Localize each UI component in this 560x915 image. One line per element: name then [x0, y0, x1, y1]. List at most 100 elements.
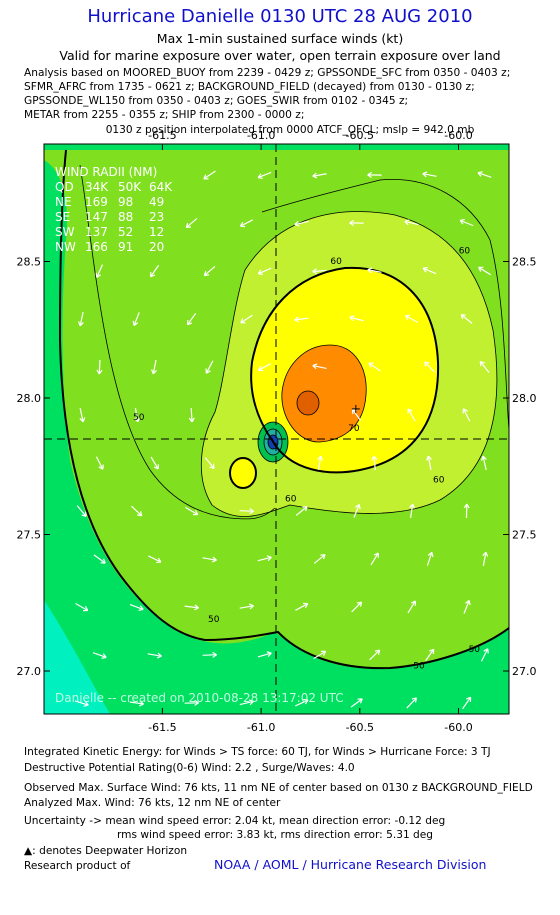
wind-arrow	[75, 603, 89, 612]
wind-arrow	[203, 170, 216, 180]
wind-arrow	[313, 650, 327, 660]
platform-triangle-icon: ▲	[24, 845, 33, 857]
wind-radii-cell: 49	[149, 195, 164, 209]
observed-max-line: Observed Max. Surface Wind: 76 kts, 11 n…	[24, 782, 533, 794]
wind-radii-cell: 64K	[149, 180, 173, 194]
wind-arrow	[479, 360, 490, 373]
wind-arrow	[313, 553, 326, 564]
wind-arrow	[202, 556, 217, 563]
wind-radii-cell: 52	[118, 225, 133, 239]
wind-arrow	[424, 361, 435, 373]
contour-label: 60	[433, 476, 445, 486]
wind-arrow	[295, 602, 309, 611]
wind-arrow	[150, 456, 159, 470]
y-tick-label-left: 27.0	[17, 665, 42, 678]
x-axis-ticks: -61.5 -61.5 -61.0 -61.0 -60.5 -60.5 -60.0 -60.0	[148, 129, 473, 734]
contour-label: 50	[469, 645, 481, 655]
x-tick-label-top: -61.0	[247, 129, 275, 142]
wind-radii-cell: NE	[55, 195, 72, 209]
wind-arrow	[188, 407, 195, 423]
wind-arrow	[129, 604, 144, 611]
dpr-line: Destructive Potential Rating(0-6) Wind: …	[24, 762, 355, 774]
agency-link[interactable]: NOAA / AOML / Hurricane Research Divisio…	[214, 857, 487, 872]
wind-arrow	[404, 314, 419, 323]
analyzed-max-line: Analyzed Max. Wind: 76 kts, 12 nm NE of …	[24, 797, 281, 809]
contour-65	[250, 266, 440, 474]
wind-arrow	[463, 503, 470, 519]
x-tick-label-bottom: -60.5	[346, 721, 374, 734]
wind-arrow	[478, 266, 491, 276]
wind-arrow	[295, 698, 309, 707]
wind-arrow	[312, 172, 327, 179]
contour-labels: 50 50 50 50 60 60 60 60 70	[133, 246, 480, 671]
y-tick-label-left: 28.0	[17, 392, 42, 405]
wind-arrow	[482, 551, 489, 566]
wind-arrow	[462, 696, 472, 710]
x-tick-label-bottom: -61.5	[148, 721, 176, 734]
y-tick-label-left: 27.5	[17, 529, 42, 542]
contour-label: 60	[285, 495, 297, 505]
wind-radii-table: WIND RADII (NM) QD 34K 50K 64K NE 169 98 49 SE 14…	[55, 165, 173, 254]
wind-arrow	[425, 648, 435, 662]
wind-arrow	[367, 267, 382, 274]
wind-arrow	[294, 220, 309, 227]
legend-deepwater-text: : denotes Deepwater Horizon	[32, 845, 188, 857]
wind-arrow	[480, 455, 487, 470]
wind-arrow	[426, 551, 434, 566]
wind-radii-cell: SE	[55, 210, 70, 224]
wind-arrow	[134, 407, 141, 423]
y-axis-ticks: 27.0 27.0 27.5 27.5 28.0 28.0 28.5 28.5	[17, 256, 537, 679]
wind-arrow	[317, 455, 324, 471]
wind-radii-cell: 34K	[85, 180, 109, 194]
wind-radii-cell: 23	[149, 210, 164, 224]
wind-arrow	[407, 408, 416, 422]
wind-radii-cell: 12	[149, 225, 164, 239]
wind-arrow	[404, 219, 419, 226]
wind-arrow	[409, 503, 416, 519]
wind-arrow	[92, 652, 107, 659]
wind-radii-cell: 88	[118, 210, 133, 224]
wind-radii-cell: 20	[149, 240, 164, 254]
wind-arrow	[257, 363, 272, 372]
x-tick-label-bottom: -60.0	[444, 721, 472, 734]
wind-arrow	[257, 651, 272, 658]
wind-arrow	[79, 408, 86, 423]
contour-eye-inner	[257, 421, 289, 463]
wind-arrow	[184, 699, 199, 706]
uncertainty-rms-line: rms wind speed error: 3.83 kt, rms direc…	[117, 829, 434, 841]
wind-arrow	[422, 171, 437, 178]
wind-radii-cell: 166	[85, 240, 108, 254]
contour-70	[281, 344, 367, 443]
wind-arrow	[368, 362, 381, 372]
x-tick-label-top: -60.5	[346, 129, 374, 142]
wind-arrow	[462, 408, 471, 422]
wind-arrow	[294, 316, 309, 323]
wind-arrow	[151, 360, 157, 375]
wind-fill-cyan	[44, 600, 110, 714]
wind-arrow	[312, 268, 327, 275]
wind-arrow	[480, 648, 489, 662]
wind-arrow	[74, 700, 89, 707]
wind-arrow	[129, 700, 144, 707]
y-tick-label-left: 28.5	[17, 256, 42, 269]
wind-arrows	[74, 170, 492, 710]
chart-subtitle: Max 1-min sustained surface winds (kt)	[156, 31, 404, 46]
wind-radii-cell: 169	[85, 195, 108, 209]
wind-arrow	[203, 265, 216, 277]
wind-arrow	[77, 312, 84, 327]
credit-line: Danielle -- created on 2010-08-28 13:17:…	[55, 691, 344, 705]
y-tick-label-right: 28.5	[512, 256, 537, 269]
x-tick-label-top: -60.0	[444, 129, 472, 142]
wind-arrow	[477, 171, 492, 178]
wind-arrow	[131, 505, 143, 517]
wind-arrow	[406, 697, 418, 709]
wind-fill-orange-core	[296, 390, 320, 416]
contour-eye-inner	[267, 434, 279, 450]
wind-arrow	[95, 456, 104, 470]
wind-arrow	[95, 264, 104, 278]
wind-arrow	[349, 315, 364, 322]
chart-title: Hurricane Danielle 0130 UTC 28 AUG 2010	[87, 6, 473, 27]
wind-arrow	[257, 171, 272, 180]
wind-arrow	[240, 314, 253, 324]
